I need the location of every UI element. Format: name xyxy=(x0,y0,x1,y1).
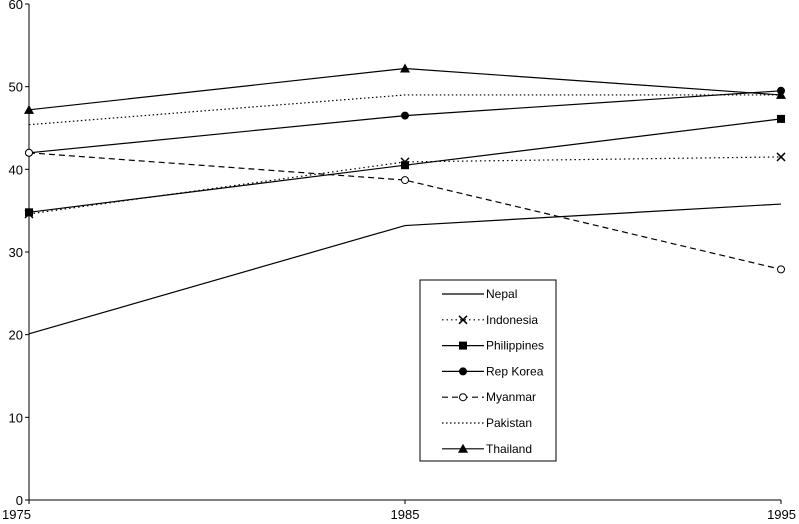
y-tick-label: 50 xyxy=(9,80,23,95)
legend-label-nepal: Nepal xyxy=(486,287,517,301)
y-tick-label: 40 xyxy=(9,162,23,177)
data-point-philippines xyxy=(401,161,409,170)
series-layer xyxy=(24,63,786,335)
legend-label-indonesia: Indonesia xyxy=(486,313,538,327)
data-point-philippines xyxy=(777,114,785,123)
legend-item-philippines: Philippines xyxy=(442,339,544,353)
data-point-indonesia xyxy=(776,152,786,162)
series-line-nepal xyxy=(28,203,782,335)
series-nepal xyxy=(28,203,782,335)
y-tick-label: 30 xyxy=(9,245,23,260)
data-point-rep-korea xyxy=(401,111,409,120)
legend-item-thailand: Thailand xyxy=(442,442,532,456)
data-point-myanmar xyxy=(401,176,409,185)
x-tick-label: 1995 xyxy=(767,507,796,522)
series-line-myanmar xyxy=(28,152,782,270)
series-line-pakistan xyxy=(28,94,781,126)
legend-box xyxy=(419,279,557,462)
legend-marker xyxy=(459,393,467,402)
series-line-rep-korea xyxy=(28,90,782,154)
legend-marker xyxy=(458,443,468,453)
legend-item-pakistan: Pakistan xyxy=(442,416,532,430)
series-thailand xyxy=(24,63,786,114)
data-point-myanmar xyxy=(777,265,785,274)
legend-label-pakistan: Pakistan xyxy=(486,416,532,430)
y-tick-label: 0 xyxy=(16,493,23,508)
legend-label-thailand: Thailand xyxy=(486,442,532,456)
legend-marker xyxy=(459,367,467,376)
x-tick-label: 1985 xyxy=(391,507,420,522)
legend-label-philippines: Philippines xyxy=(486,339,544,353)
marker-stroke xyxy=(458,315,468,325)
series-myanmar xyxy=(25,148,785,274)
series-philippines xyxy=(25,114,785,217)
y-tick-label: 20 xyxy=(9,328,23,343)
legend-item-nepal: Nepal xyxy=(442,287,517,301)
data-point-thailand xyxy=(776,89,786,99)
series-line-thailand xyxy=(28,67,782,111)
legend-label-myanmar: Myanmar xyxy=(486,390,536,404)
legend-marker xyxy=(458,315,468,325)
legend-item-rep-korea: Rep Korea xyxy=(442,364,544,378)
data-point-thailand xyxy=(24,104,34,114)
legend-item-indonesia: Indonesia xyxy=(442,313,538,327)
legend: Nepal Indonesia Philippines Rep Korea Myanma… xyxy=(419,279,557,462)
y-tick-label: 10 xyxy=(9,410,23,425)
marker-stroke xyxy=(776,152,786,162)
legend-marker xyxy=(459,341,467,350)
x-tick-label: 1975 xyxy=(2,507,31,522)
data-point-philippines xyxy=(25,208,33,217)
data-point-thailand xyxy=(400,63,410,73)
series-pakistan xyxy=(28,94,781,126)
data-point-myanmar xyxy=(25,148,33,157)
legend-label-rep-korea: Rep Korea xyxy=(486,364,544,378)
legend-item-myanmar: Myanmar xyxy=(442,390,536,404)
y-tick-label: 60 xyxy=(9,0,23,12)
